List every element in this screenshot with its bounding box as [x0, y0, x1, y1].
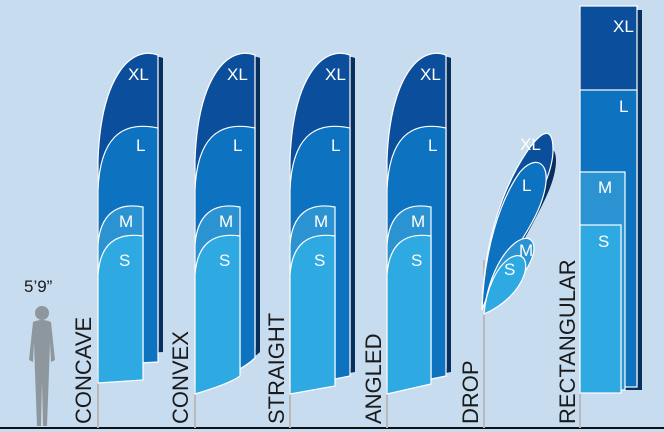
svg-text:XL: XL — [420, 65, 441, 84]
svg-text:L: L — [428, 136, 437, 155]
reference-height-label: 5’9” — [24, 277, 53, 296]
flag-s: S — [289, 234, 336, 395]
svg-text:XL: XL — [325, 65, 346, 84]
type-label-convex: CONVEX — [168, 331, 193, 424]
svg-text:M: M — [314, 212, 328, 231]
svg-text:S: S — [219, 251, 230, 270]
svg-text:S: S — [119, 251, 130, 270]
svg-text:S: S — [504, 260, 515, 279]
flag-drop: XL L M S DROP — [458, 132, 556, 428]
svg-text:S: S — [598, 232, 609, 251]
svg-text:XL: XL — [613, 17, 634, 36]
svg-text:M: M — [411, 212, 425, 231]
flag-concave: XL L M S CONCAVE — [71, 52, 163, 428]
type-label-drop: DROP — [458, 360, 483, 424]
svg-text:L: L — [136, 136, 145, 155]
svg-text:S: S — [411, 251, 422, 270]
svg-text:M: M — [598, 178, 612, 197]
svg-text:XL: XL — [227, 65, 248, 84]
flag-s: S — [386, 234, 432, 395]
svg-text:L: L — [619, 97, 628, 116]
svg-text:L: L — [233, 136, 242, 155]
svg-text:XL: XL — [128, 65, 149, 84]
flag-angled: XL L M S ANGLED — [361, 52, 451, 428]
svg-text:M: M — [119, 212, 133, 231]
type-label-concave: CONCAVE — [71, 317, 96, 424]
svg-text:L: L — [522, 176, 531, 195]
svg-text:S: S — [314, 251, 325, 270]
flag-s: S — [579, 224, 622, 394]
flag-straight: XL L M S STRAIGHT — [264, 52, 355, 428]
svg-text:XL: XL — [520, 135, 541, 154]
flag-s: S — [483, 255, 527, 315]
svg-text:M: M — [519, 241, 533, 260]
flag-s: S — [97, 234, 144, 384]
type-label-rectangular: RECTANGULAR — [555, 259, 580, 424]
flag-s: S — [194, 234, 241, 395]
svg-text:M: M — [219, 212, 233, 231]
svg-text:L: L — [331, 136, 340, 155]
flag-rectangular: XL L M S RECTANGULAR — [555, 5, 642, 428]
type-label-straight: STRAIGHT — [264, 313, 289, 424]
type-label-angled: ANGLED — [361, 334, 386, 424]
person-silhouette-icon — [29, 306, 55, 426]
flag-convex: XL L M S CONVEX — [168, 52, 260, 428]
